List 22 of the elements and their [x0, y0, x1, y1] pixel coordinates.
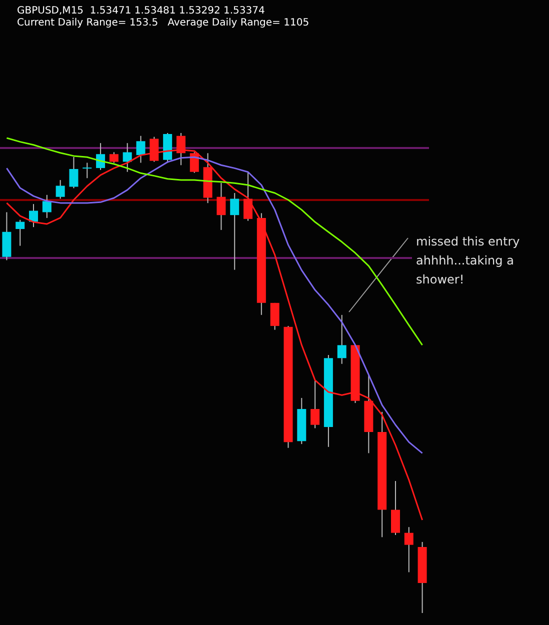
candlestick — [122, 142, 132, 172]
candlestick — [230, 192, 240, 270]
candlestick — [96, 142, 106, 170]
candlestick — [310, 380, 320, 429]
candlestick — [29, 204, 38, 228]
candlestick — [42, 194, 52, 218]
candlestick — [216, 182, 226, 230]
candlestick — [190, 152, 199, 174]
chart-title: GBPUSD,M15 1.53471 1.53481 1.53292 1.53374 — [17, 6, 265, 16]
candlestick — [244, 171, 253, 222]
candlestick — [56, 180, 65, 200]
candlestick — [270, 302, 280, 330]
candlestick — [136, 135, 146, 164]
candlestick — [337, 314, 346, 364]
candlestick — [109, 152, 118, 164]
candlestick — [390, 480, 400, 536]
chart-subtitle: Current Daily Range= 153.5 Average Daily Range= 1105 — [17, 18, 310, 28]
candlestick — [16, 219, 25, 246]
candlestick — [82, 162, 92, 179]
annotation: missed this entry ahhhh...taking a shower! — [416, 234, 520, 286]
candlestick — [404, 526, 414, 573]
candlestick — [69, 156, 78, 189]
